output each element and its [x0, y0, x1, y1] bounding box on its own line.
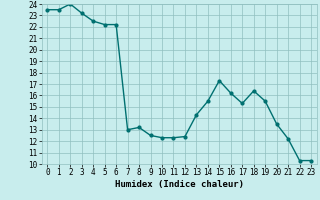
X-axis label: Humidex (Indice chaleur): Humidex (Indice chaleur) [115, 180, 244, 189]
